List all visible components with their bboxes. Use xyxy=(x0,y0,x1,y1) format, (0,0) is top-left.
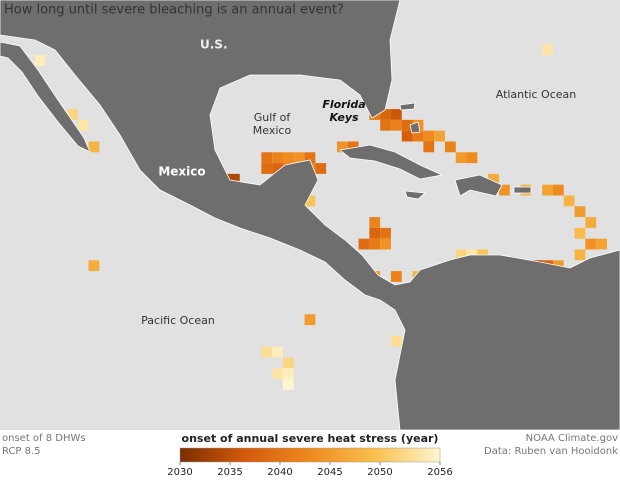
heat-cell xyxy=(315,163,327,174)
heat-cell xyxy=(88,141,100,153)
heat-cell xyxy=(552,184,564,196)
heat-cell xyxy=(466,152,478,164)
label-atlantic: Atlantic Ocean xyxy=(496,88,577,101)
heat-cell xyxy=(390,119,402,131)
heat-cell xyxy=(585,217,597,228)
label-gulf: Gulf of xyxy=(254,111,292,124)
heat-cell xyxy=(282,152,294,164)
heat-cell xyxy=(401,119,413,131)
heat-cell xyxy=(596,238,607,250)
heat-cell xyxy=(261,346,273,358)
heat-cell xyxy=(574,227,586,239)
heat-cell xyxy=(498,184,510,196)
label-us: U.S. xyxy=(200,38,228,52)
heat-cell xyxy=(304,195,316,207)
heat-cell xyxy=(542,44,553,56)
heat-cell xyxy=(434,130,445,142)
legend-tick-label: 2050 xyxy=(367,467,392,478)
heat-cell xyxy=(272,346,283,358)
heat-cell xyxy=(380,109,391,120)
heat-cell xyxy=(412,130,424,142)
bahamas xyxy=(399,102,421,134)
hispaniola xyxy=(454,174,503,197)
heat-cell xyxy=(66,109,78,120)
heat-cell xyxy=(77,119,89,131)
heat-cell xyxy=(585,238,597,250)
legend-tick-label: 2040 xyxy=(267,467,292,478)
label-gulf: Mexico xyxy=(253,124,292,137)
legend-colorbar xyxy=(179,447,441,463)
heat-cell xyxy=(261,152,273,164)
heat-cell xyxy=(401,130,413,142)
label-mexico: Mexico xyxy=(158,165,205,179)
heat-cell xyxy=(423,130,435,142)
puerto-rico xyxy=(513,186,532,194)
legend-title: onset of annual severe heat stress (year… xyxy=(182,432,439,445)
heat-cell xyxy=(380,119,391,131)
note: RCP 8.5 xyxy=(2,446,41,457)
heat-cell xyxy=(369,217,381,228)
legend-tick-label: 2035 xyxy=(217,467,242,478)
heat-cell xyxy=(282,368,294,380)
cuba xyxy=(339,144,444,180)
note: onset of 8 DHWs xyxy=(2,433,86,444)
credit: NOAA Climate.gov xyxy=(526,433,618,444)
heat-cell xyxy=(34,55,46,66)
heat-cell xyxy=(293,152,305,164)
heat-cell xyxy=(488,173,499,185)
heat-cell xyxy=(272,163,283,174)
north-central-south-america xyxy=(0,0,620,431)
heat-cell xyxy=(390,271,402,282)
heat-cell xyxy=(390,335,402,347)
heat-cell xyxy=(272,368,283,380)
heat-cell xyxy=(390,109,402,120)
heat-cell xyxy=(369,227,381,239)
credit: Data: Ruben van Hooidonk xyxy=(484,446,618,457)
heat-cell xyxy=(272,152,283,164)
heat-cell xyxy=(228,173,240,185)
heat-cell xyxy=(455,152,467,164)
heat-cell xyxy=(261,163,273,174)
baja-california xyxy=(0,41,91,153)
legend-tick-label: 2056 xyxy=(427,467,452,478)
label-pacific: Pacific Ocean xyxy=(141,314,215,327)
heat-cell xyxy=(574,206,586,218)
heat-cell xyxy=(282,379,294,390)
heat-cell xyxy=(563,195,575,207)
heat-cell xyxy=(542,184,553,196)
heat-cell xyxy=(574,249,586,261)
heat-cell xyxy=(347,141,359,153)
land xyxy=(0,0,620,431)
legend-tick-label: 2045 xyxy=(317,467,342,478)
heat-cell xyxy=(304,152,316,164)
heat-cell xyxy=(282,357,294,369)
title: How long until severe bleaching is an an… xyxy=(4,3,344,18)
heat-cell xyxy=(369,238,381,250)
label-keys: Keys xyxy=(329,111,359,124)
heat-cell xyxy=(455,249,467,261)
heat-cell xyxy=(380,238,391,250)
heat-cell xyxy=(336,141,348,153)
jamaica xyxy=(404,190,426,200)
heat-cell xyxy=(304,314,316,326)
label-keys: Florida xyxy=(322,98,365,111)
heat-cell xyxy=(380,227,391,239)
heat-cell xyxy=(423,141,435,153)
heat-cell xyxy=(358,238,370,250)
legend-tick-label: 2030 xyxy=(167,467,192,478)
heat-cell xyxy=(444,141,456,153)
heat-cell xyxy=(88,260,100,272)
